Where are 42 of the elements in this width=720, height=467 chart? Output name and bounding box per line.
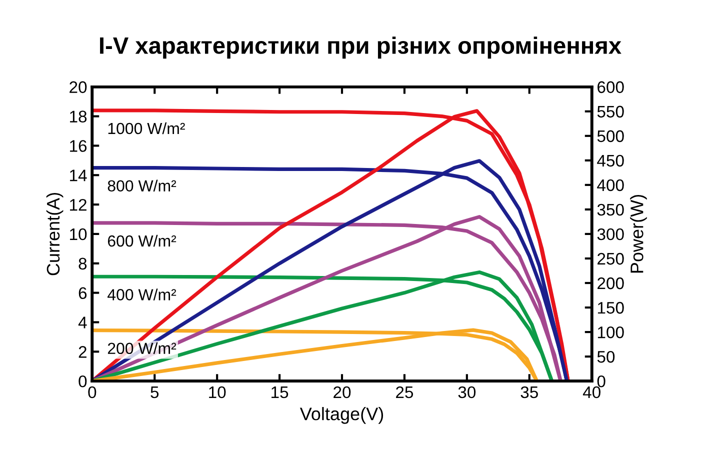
y2-tick-label: 200 xyxy=(598,277,624,290)
annotation: 800 W/m² xyxy=(108,180,176,192)
x-tick-label: 20 xyxy=(334,386,351,398)
y-tick-label: 10 xyxy=(70,228,87,240)
annotation: 1000 W/m² xyxy=(108,122,185,134)
y-tick-label: 4 xyxy=(78,316,87,328)
x-tick-label: 10 xyxy=(209,386,226,398)
y-tick-label: 14 xyxy=(70,170,87,182)
y2-tick-label: 500 xyxy=(597,130,624,142)
y2-tick-label: 400 xyxy=(597,179,624,192)
y2-tick-label: 450 xyxy=(597,154,624,167)
y2-tick-label: 100 xyxy=(598,326,624,338)
y-tick-label: 2 xyxy=(78,346,86,358)
annotation: 400 W/m² xyxy=(108,288,176,300)
y-tick-label: 12 xyxy=(70,198,86,211)
x-tick-label: 30 xyxy=(458,386,476,398)
y-tick-label: 6 xyxy=(78,287,87,300)
x-tick-label: 35 xyxy=(520,386,538,398)
x-axis-title: Voltage(V) xyxy=(300,407,384,424)
y2-tick-label: 150 xyxy=(598,302,624,314)
y-tick-label: 20 xyxy=(70,81,87,94)
annotation: 600 W/m² xyxy=(108,234,176,247)
chart-title: I-V характеристики при різних опроміненнях xyxy=(100,36,622,59)
x-tick-label: 25 xyxy=(396,386,414,398)
y-tick-label: 8 xyxy=(78,258,87,270)
y-tick-label: 18 xyxy=(70,110,87,122)
y2-tick-label: 600 xyxy=(598,81,624,94)
x-tick-label: 5 xyxy=(150,386,159,398)
y2-tick-label: 300 xyxy=(597,228,624,240)
y-axis-title: Current(A) xyxy=(46,192,64,276)
y2-tick-label: 0 xyxy=(597,375,606,388)
y2-tick-label: 50 xyxy=(597,350,615,363)
x-tick-label: 40 xyxy=(582,386,600,398)
y-tick-label: 0 xyxy=(78,375,87,388)
y2-axis-title: Power(W) xyxy=(630,194,647,273)
y2-tick-label: 250 xyxy=(598,252,624,265)
annotation: 200 W/m² xyxy=(108,342,176,354)
x-tick-label: 0 xyxy=(88,386,96,398)
y-tick-label: 16 xyxy=(70,140,87,152)
y2-tick-label: 550 xyxy=(597,106,624,118)
x-tick-label: 15 xyxy=(272,386,288,398)
y2-tick-label: 350 xyxy=(597,204,624,216)
